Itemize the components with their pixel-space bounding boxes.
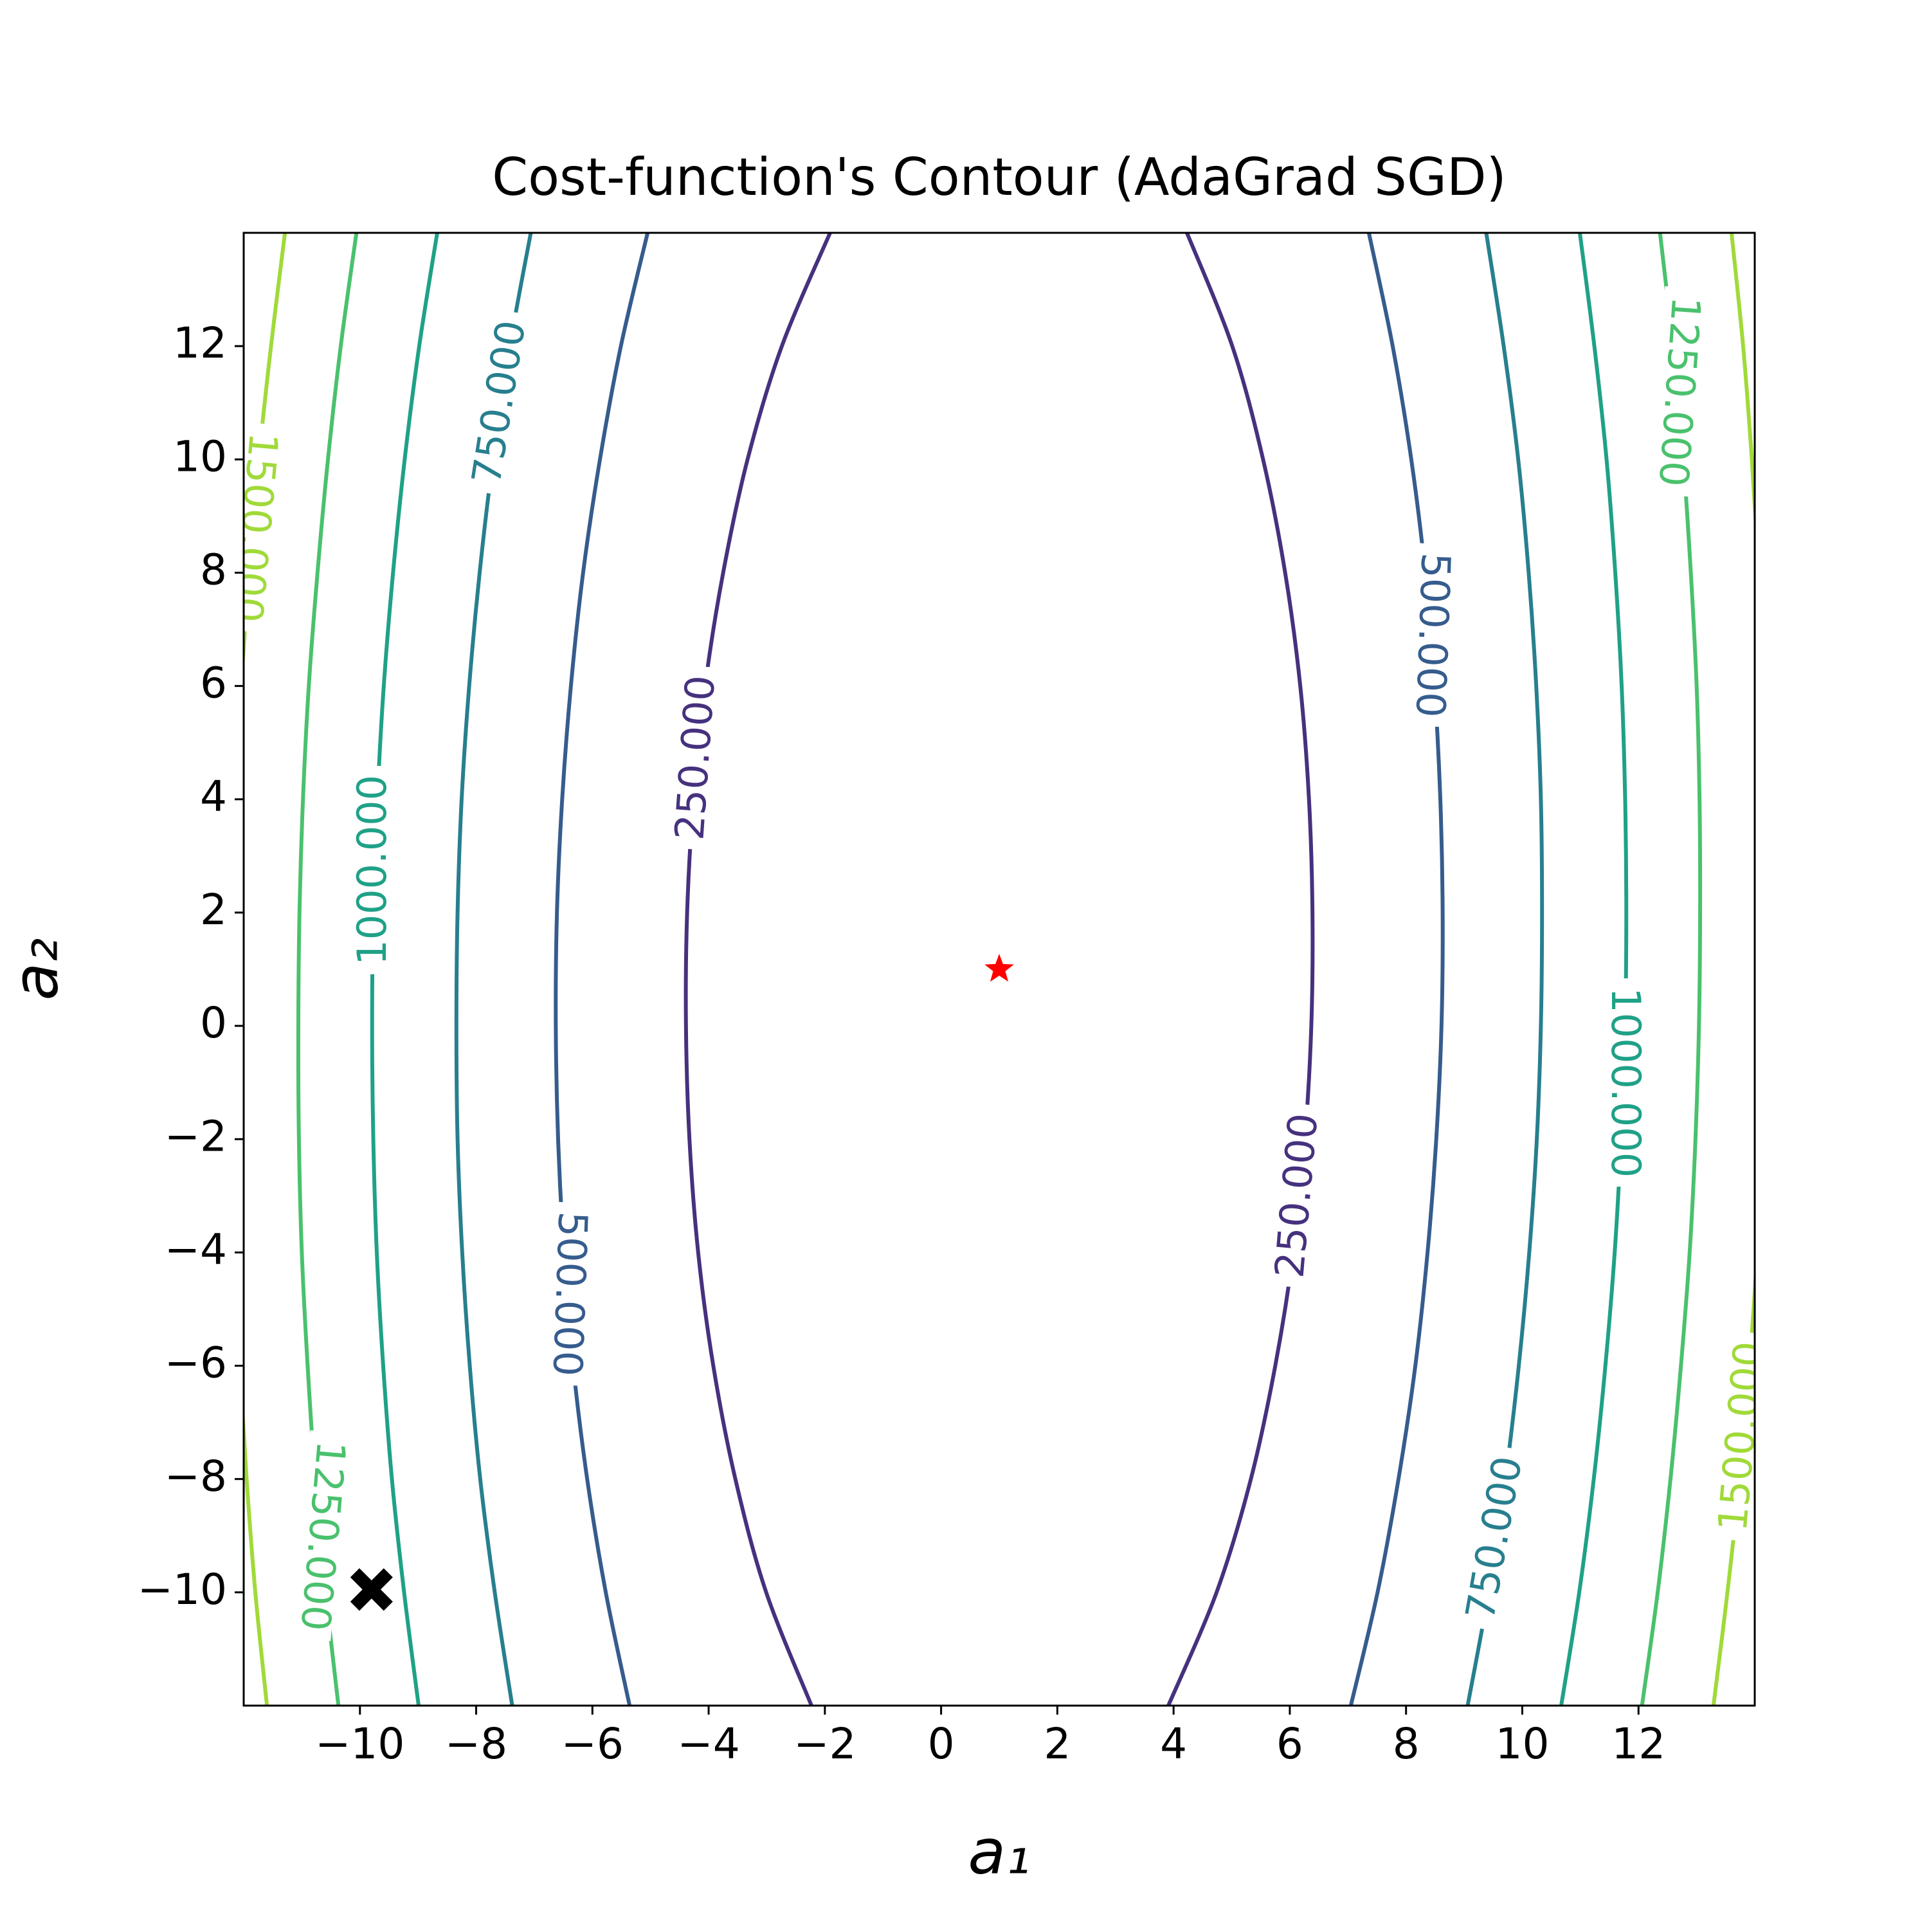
contour-label-gap — [672, 665, 724, 851]
y-axis-label: a₂ — [0, 938, 71, 1000]
x-tick-label: 12 — [1611, 1719, 1665, 1769]
contour-label: 500.000 — [1407, 552, 1460, 718]
target-marker — [984, 954, 1014, 982]
x-tick-label: 4 — [1160, 1719, 1187, 1769]
y-tick-label: 8 — [200, 545, 227, 595]
x-tick-label: 8 — [1393, 1719, 1420, 1769]
contour-label-gap — [545, 1201, 590, 1386]
start-marker — [350, 1568, 393, 1611]
contour-label-gap — [1462, 1444, 1532, 1632]
contour-label-gap — [244, 422, 282, 633]
contour-label-gap — [467, 309, 535, 497]
chart-title: Cost-function's Contour (AdaGrad SGD) — [492, 147, 1507, 207]
y-tick-label: −4 — [165, 1225, 227, 1274]
x-tick-label: −10 — [315, 1719, 404, 1769]
contour-label-gap — [292, 1430, 349, 1641]
plot-frame — [242, 232, 1756, 1707]
contour-label-gap — [355, 765, 394, 974]
y-tick-label: 10 — [173, 432, 227, 481]
y-tick-label: 0 — [200, 998, 227, 1048]
contour-label: 1000.000 — [349, 775, 395, 965]
x-tick-label: 0 — [928, 1719, 955, 1769]
y-tick-label: −6 — [165, 1338, 227, 1388]
contour-line — [1559, 233, 1629, 1706]
y-tick-label: 2 — [200, 885, 227, 934]
x-axis-label: a₁ — [968, 1816, 1030, 1888]
contour-line — [554, 233, 650, 1706]
y-tick-label: 12 — [173, 318, 227, 368]
x-tick-label: 2 — [1044, 1719, 1071, 1769]
contour-label-gap — [1650, 286, 1704, 497]
x-tick-label: 6 — [1276, 1719, 1303, 1769]
contour-label-gap — [1604, 978, 1643, 1187]
y-tick-label: 4 — [200, 772, 227, 821]
contour-label-gap — [1272, 1103, 1327, 1289]
contour-label: 250.000 — [666, 674, 724, 842]
x-tick-label: −6 — [561, 1719, 624, 1769]
contour-label-gap — [1715, 1331, 1755, 1542]
x-tick-label: −4 — [677, 1719, 739, 1769]
contour-label: 1000.000 — [1602, 987, 1649, 1178]
y-tick-label: −2 — [165, 1111, 227, 1161]
y-tick-label: 6 — [200, 659, 227, 708]
contour-line — [1348, 233, 1445, 1706]
contour-line — [1166, 233, 1315, 1706]
y-tick-label: −8 — [165, 1452, 227, 1501]
x-tick-label: −8 — [445, 1719, 507, 1769]
y-tick-label: −10 — [138, 1565, 227, 1614]
contour-label: 500.000 — [544, 1210, 597, 1377]
x-tick-label: 10 — [1495, 1719, 1549, 1769]
contour-line — [684, 233, 832, 1706]
x-tick-label: −2 — [793, 1719, 856, 1769]
contour-label-gap — [1408, 543, 1453, 727]
